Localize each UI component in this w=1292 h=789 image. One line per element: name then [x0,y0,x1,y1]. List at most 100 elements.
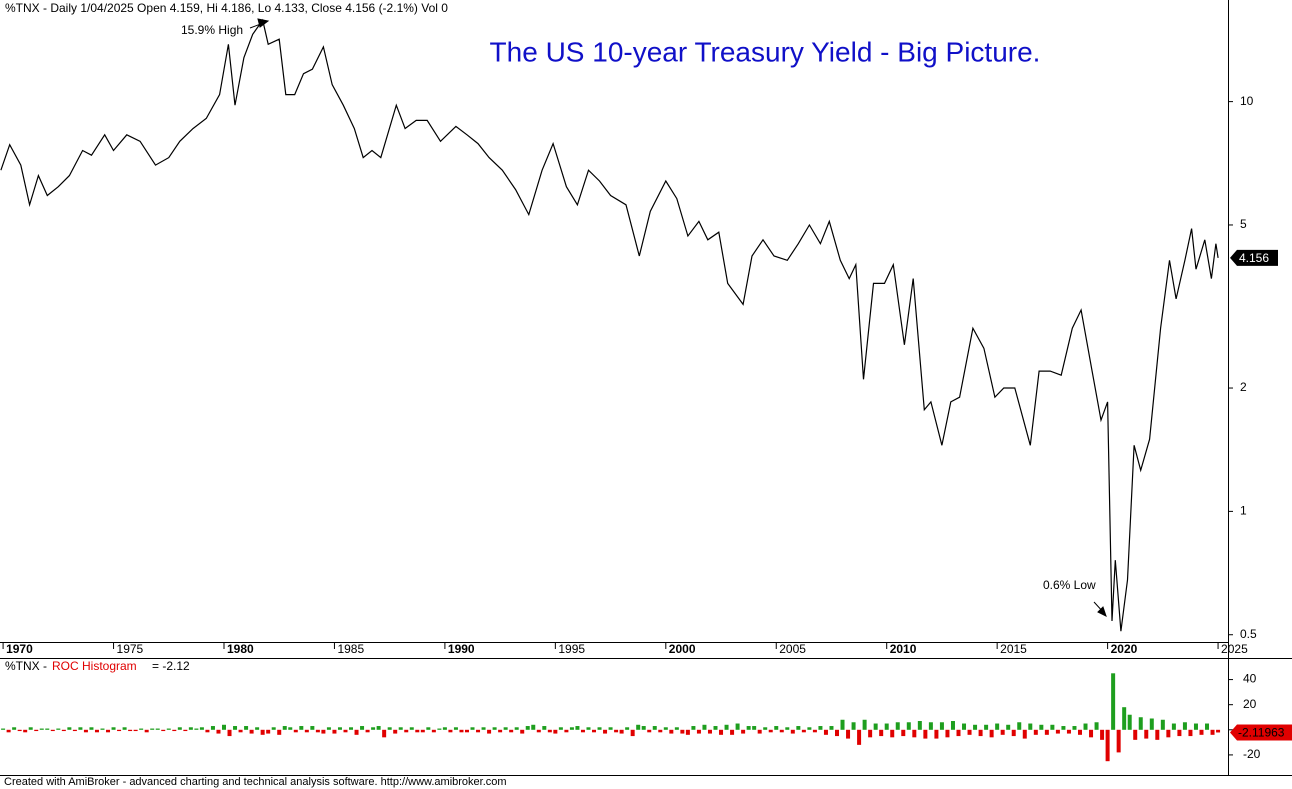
histogram-bar [304,729,309,733]
footer: Created with AmiBroker - advanced charti… [4,776,507,788]
histogram-bar [420,729,425,733]
histogram-bar [442,727,447,730]
price-line [0,18,1219,632]
histogram-bar [393,729,398,734]
histogram-bar [1,728,6,730]
histogram-bar [1089,729,1094,738]
histogram-bar [564,729,569,733]
histogram-bar [536,729,541,733]
histogram-bar [128,729,133,732]
histogram-bar [6,729,11,733]
histogram-bar [288,727,293,730]
histogram-bar [360,726,365,730]
histogram-bar [641,726,646,730]
histogram-bar [23,729,28,733]
histogram-bar [879,729,884,737]
last-value-tag [1230,724,1292,741]
histogram-bar [967,729,972,735]
histogram-bar [376,726,381,730]
histogram-bar [1050,724,1055,730]
histogram-bar [696,729,701,734]
histogram-bar [72,729,77,732]
x-tick-label: 2010 [890,642,917,656]
histogram-bar [17,729,22,732]
histogram-bar [487,729,492,734]
x-tick-label: 2015 [1000,642,1027,656]
histogram-bar [1011,729,1016,737]
histogram-bar [1006,724,1011,730]
histogram-bar [1116,729,1121,753]
histogram-bar [580,729,585,733]
histogram-bar [249,729,254,734]
histogram-bar [106,729,111,733]
histogram-bar [83,729,88,733]
histogram-bar [453,727,458,730]
panel-title: ROC Histogram [52,659,137,673]
histogram-bar [730,729,735,735]
histogram-bar [133,729,138,732]
histogram-bar [796,726,801,730]
histogram-bar [818,726,823,730]
histogram-bar [950,721,955,730]
histogram-bar [282,726,287,730]
histogram-bar [873,723,878,730]
histogram-bar [1182,722,1187,730]
histogram-bar [840,719,845,730]
panel-value: = -2.12 [152,659,190,673]
histogram-bar [94,729,99,733]
y-tick-label: 20 [1243,697,1257,711]
histogram-bar [569,727,574,730]
histogram-bar [1100,729,1105,740]
histogram-bar [862,719,867,730]
histogram-bar [890,729,895,738]
last-value-label: -2.11963 [1238,726,1285,740]
histogram-bar [906,722,911,730]
histogram-bar [1138,717,1143,730]
histogram-bar [1177,729,1182,737]
histogram-bar [812,729,817,733]
histogram-bar [989,729,994,738]
histogram-bar [713,726,718,730]
x-tick-label: 2025 [1221,642,1248,656]
histogram-bar [1216,729,1221,733]
last-value-label: 4.156 [1239,251,1269,265]
histogram-bar [1028,723,1033,730]
histogram-bar [426,727,431,730]
histogram-bar [978,729,983,737]
histogram-bar [702,724,707,730]
histogram-bar [448,729,453,733]
histogram-bar [746,726,751,730]
histogram-bar [1155,729,1160,740]
x-tick-label: 2005 [779,642,806,656]
histogram-bar [28,727,33,730]
histogram-bar [382,729,387,738]
histogram-bar [255,727,260,730]
histogram-bar [597,727,602,730]
histogram-bar [67,727,72,730]
histogram-bar [547,729,552,733]
annotation: 0.6% Low [1043,578,1096,592]
histogram-bar [89,727,94,730]
histogram-bar [1066,729,1071,734]
histogram-bar [166,728,171,730]
histogram-bar [691,726,696,730]
histogram-bar [901,729,906,737]
histogram-bar [409,727,414,730]
histogram-bar [437,728,442,730]
histogram-bar [1210,729,1215,735]
histogram-bar [39,728,44,730]
histogram-bar [503,727,508,730]
histogram-bar [172,729,177,732]
histogram-bar [846,729,851,739]
histogram-bar [315,729,320,733]
histogram-bar [371,727,376,730]
histogram-bar [735,723,740,730]
histogram-bar [912,729,917,738]
histogram-bar [514,727,519,730]
x-tick-label: 2020 [1111,642,1138,656]
histogram-bar [558,727,563,730]
histogram-bar [1188,729,1193,737]
histogram-bar [431,729,436,733]
histogram-bar [525,726,530,730]
histogram-bar [155,728,160,730]
